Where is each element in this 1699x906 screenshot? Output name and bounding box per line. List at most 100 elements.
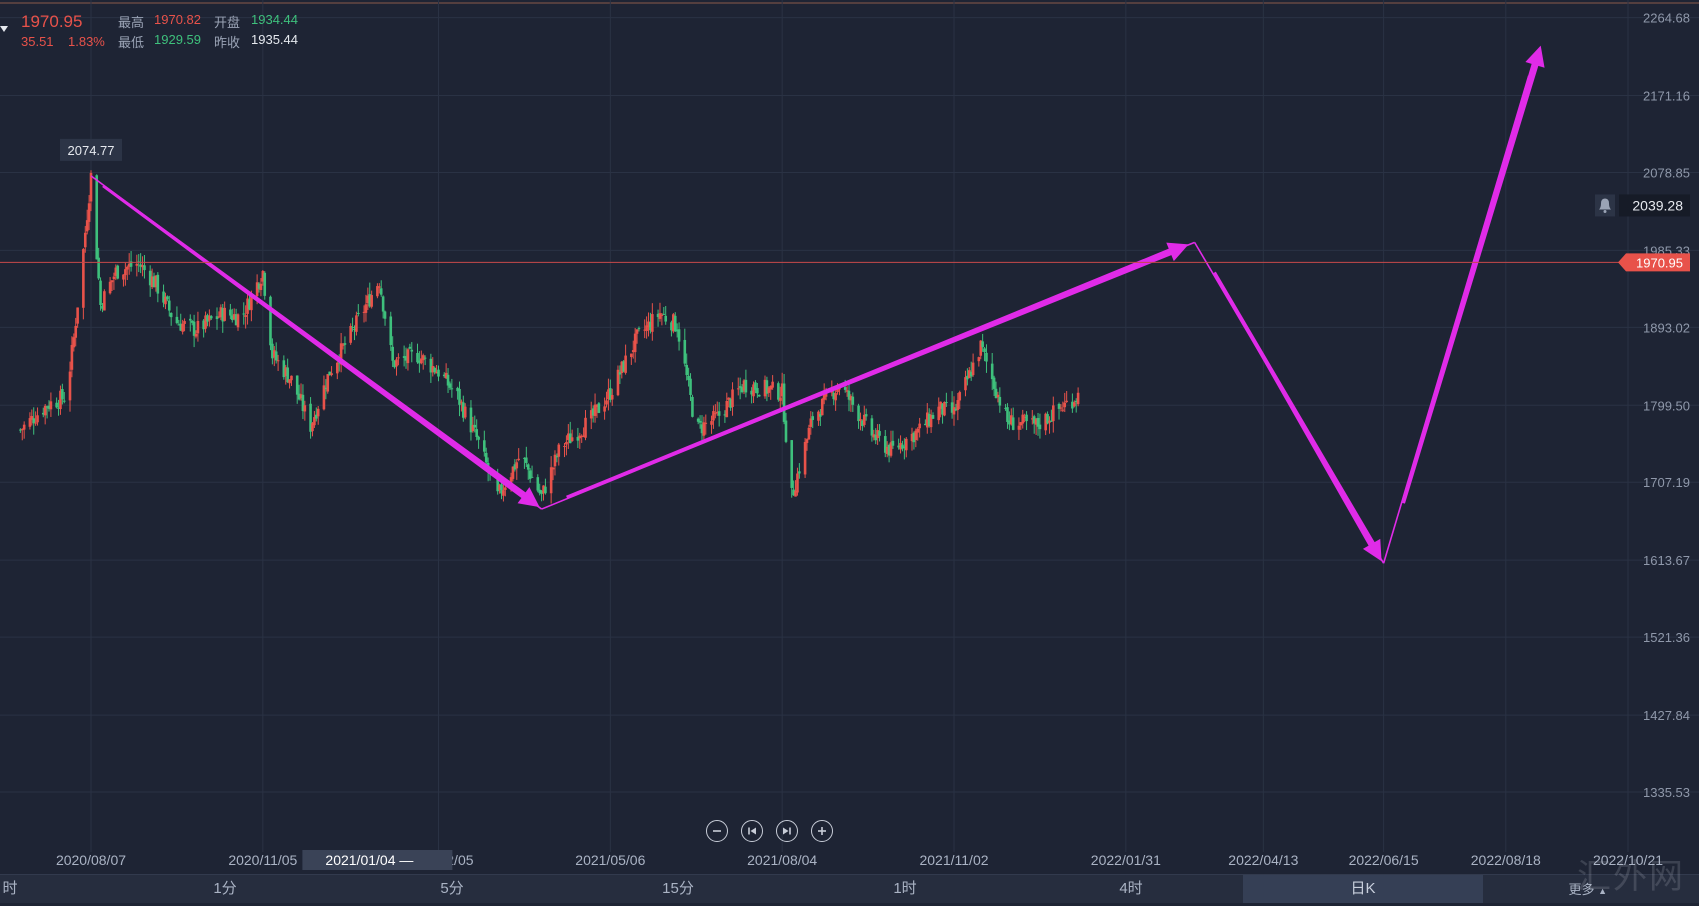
candle-body bbox=[631, 350, 635, 353]
candle-body bbox=[202, 320, 205, 330]
candle-body bbox=[702, 422, 706, 436]
candle-body bbox=[135, 263, 139, 266]
tab-timeframe-hour[interactable]: 时 bbox=[2, 880, 18, 897]
candle-body bbox=[1004, 407, 1007, 409]
high-marker-label: 2074.77 bbox=[68, 143, 115, 158]
y-tick-label: 2078.85 bbox=[1643, 165, 1690, 180]
candle-body bbox=[1057, 403, 1061, 409]
candle-body bbox=[381, 296, 385, 312]
candle-body bbox=[941, 403, 944, 415]
candle-body bbox=[154, 275, 158, 288]
candle-body bbox=[475, 429, 478, 438]
candle-body bbox=[169, 312, 173, 318]
candle-body bbox=[567, 433, 570, 441]
candle-body bbox=[778, 397, 782, 401]
candle-body bbox=[370, 295, 373, 307]
candle-body bbox=[958, 392, 962, 401]
candle-body bbox=[605, 400, 608, 405]
zoom-out-button[interactable] bbox=[706, 820, 728, 842]
tab-timeframe-4h[interactable]: 4时 bbox=[1119, 880, 1143, 897]
more-button[interactable]: 更多 ▲ bbox=[1568, 875, 1607, 903]
candle-body bbox=[206, 315, 209, 322]
candle-body bbox=[927, 413, 931, 426]
skip-forward-icon bbox=[783, 827, 791, 835]
candle-body bbox=[125, 266, 129, 270]
candle-body bbox=[500, 484, 503, 494]
candle-body bbox=[255, 282, 259, 296]
arrow-up-1 bbox=[566, 242, 1189, 499]
candle-body bbox=[925, 412, 929, 428]
candle-body bbox=[30, 416, 34, 420]
candle-body bbox=[313, 417, 316, 426]
candle-body bbox=[276, 360, 280, 362]
current-price-tag bbox=[1618, 253, 1690, 272]
dropdown-triangle-icon[interactable] bbox=[0, 26, 8, 32]
candle-body bbox=[357, 312, 360, 314]
candle-body bbox=[977, 357, 981, 362]
candle-body bbox=[229, 309, 232, 316]
prev-close-value: 1935.44 bbox=[251, 32, 298, 47]
candle-body bbox=[670, 322, 673, 331]
caret-up-icon: ▲ bbox=[1598, 886, 1607, 896]
candle-body bbox=[272, 350, 276, 358]
tab-timeframe-15m[interactable]: 15分 bbox=[662, 880, 694, 897]
candle-body bbox=[431, 366, 435, 373]
candle-body bbox=[1030, 418, 1034, 420]
candle-body bbox=[618, 372, 622, 375]
x-tick-label: 2020/11/05 bbox=[228, 852, 297, 868]
candle-body bbox=[593, 404, 597, 416]
candle-body bbox=[635, 329, 639, 334]
candle-body bbox=[456, 387, 459, 392]
candle-body bbox=[633, 333, 637, 353]
candle-body bbox=[591, 408, 595, 416]
arrow-down-1 bbox=[102, 184, 540, 508]
candle-body bbox=[61, 389, 64, 400]
candle-body bbox=[603, 406, 606, 412]
candle-body bbox=[101, 305, 104, 309]
candle-body bbox=[817, 411, 820, 421]
candle-body bbox=[610, 394, 614, 400]
candle-body bbox=[284, 367, 288, 377]
candle-body bbox=[299, 394, 303, 399]
candle-body bbox=[630, 353, 633, 358]
tab-timeframe-daily[interactable]: 日K bbox=[1243, 875, 1483, 903]
candle-body bbox=[883, 436, 887, 453]
jump-start-button[interactable] bbox=[741, 820, 763, 842]
candle-body bbox=[542, 485, 545, 494]
candle-body bbox=[700, 424, 704, 434]
candle-body bbox=[672, 314, 675, 332]
minus-icon bbox=[713, 830, 721, 832]
tab-timeframe-1m[interactable]: 1分 bbox=[213, 880, 237, 897]
tab-timeframe-1h[interactable]: 1时 bbox=[893, 880, 917, 897]
candle-body bbox=[832, 392, 836, 400]
candle-body bbox=[179, 323, 183, 331]
prev-close-label: 昨收 bbox=[214, 35, 241, 50]
candle-body bbox=[807, 427, 811, 440]
candle-body bbox=[1008, 420, 1011, 425]
candle-body bbox=[337, 362, 341, 364]
candle-body bbox=[301, 394, 305, 412]
candle-body bbox=[729, 399, 732, 408]
candle-body bbox=[420, 358, 423, 364]
candle-body bbox=[156, 274, 160, 294]
candle-body bbox=[916, 428, 920, 433]
candle-body bbox=[862, 414, 866, 425]
bell-clapper bbox=[1603, 209, 1607, 213]
candle-body bbox=[41, 412, 45, 415]
candle-body bbox=[1076, 392, 1080, 405]
candle-body bbox=[242, 313, 246, 315]
candle-body bbox=[985, 352, 988, 362]
candle-body bbox=[847, 390, 851, 400]
candle-body bbox=[150, 276, 154, 288]
candle-body bbox=[784, 420, 788, 442]
candle-body bbox=[309, 403, 312, 432]
candle-body bbox=[658, 313, 662, 319]
tab-timeframe-5m[interactable]: 5分 bbox=[440, 880, 464, 897]
zoom-in-button[interactable] bbox=[811, 820, 833, 842]
jump-end-button[interactable] bbox=[776, 820, 798, 842]
candle-body bbox=[996, 394, 1000, 398]
candle-body bbox=[945, 402, 948, 404]
price-chart[interactable]: 2264.682171.162078.851985.331893.021799.… bbox=[0, 0, 1699, 874]
x-tick-label: 2021/11/02 bbox=[919, 852, 988, 868]
candle-body bbox=[85, 220, 89, 232]
